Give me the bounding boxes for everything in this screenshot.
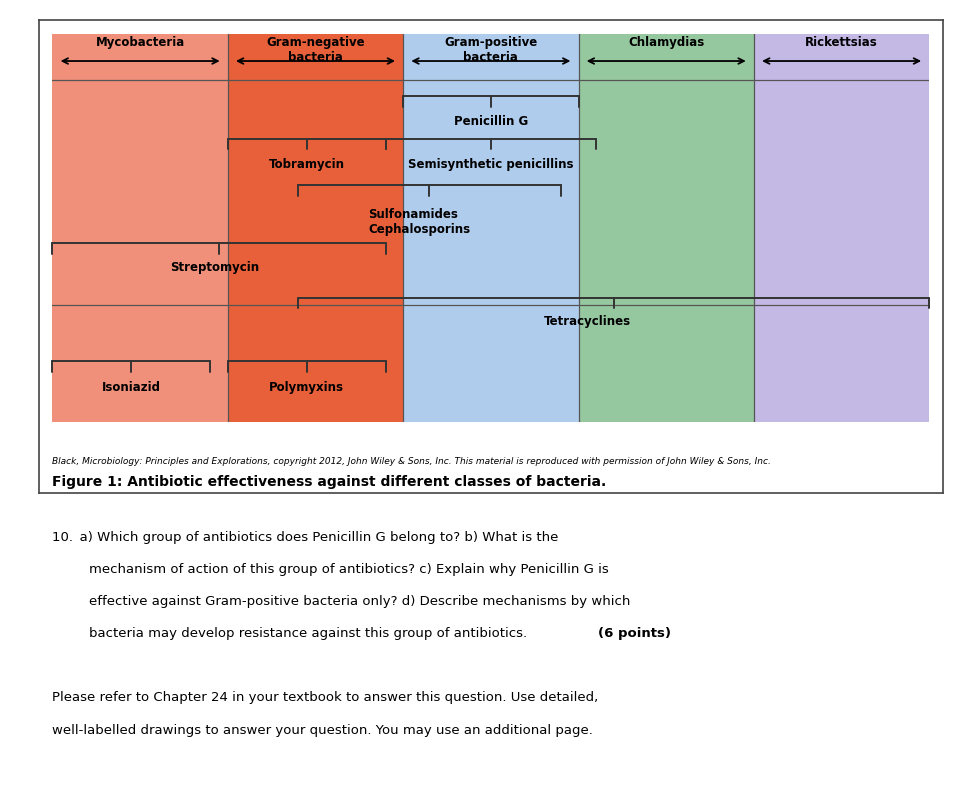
Text: Gram-negative
bacteria: Gram-negative bacteria [266, 35, 364, 64]
Text: Rickettsias: Rickettsias [805, 35, 878, 49]
Text: Penicillin G: Penicillin G [454, 115, 528, 128]
Text: Sulfonamides
Cephalosporins: Sulfonamides Cephalosporins [368, 208, 470, 236]
Bar [227, 34, 403, 422]
Text: Chlamydias: Chlamydias [628, 35, 705, 49]
Bar [52, 34, 227, 422]
Text: 10. a) Which group of antibiotics does Penicillin G belong to? b) What is the: 10. a) Which group of antibiotics does P… [52, 530, 559, 544]
Text: Gram-positive
bacteria: Gram-positive bacteria [444, 35, 538, 64]
Text: bacteria may develop resistance against this group of antibiotics.: bacteria may develop resistance against … [88, 627, 531, 640]
Text: well-labelled drawings to answer your question. You may use an additional page.: well-labelled drawings to answer your qu… [52, 723, 593, 737]
Text: mechanism of action of this group of antibiotics? c) Explain why Penicillin G is: mechanism of action of this group of ant… [88, 563, 608, 576]
Bar [754, 34, 929, 422]
Text: Figure 1: Antibiotic effectiveness against different classes of bacteria.: Figure 1: Antibiotic effectiveness again… [52, 474, 607, 489]
Text: Isoniazid: Isoniazid [102, 381, 160, 394]
Text: Polymyxins: Polymyxins [269, 381, 344, 394]
Text: (6 points): (6 points) [598, 627, 671, 640]
Bar [403, 34, 578, 422]
Bar [578, 34, 754, 422]
Text: effective against Gram-positive bacteria only? d) Describe mechanisms by which: effective against Gram-positive bacteria… [88, 595, 630, 608]
Text: Mycobacteria: Mycobacteria [95, 35, 185, 49]
Text: Black, Microbiology: Principles and Explorations, copyright 2012, John Wiley & S: Black, Microbiology: Principles and Expl… [52, 458, 772, 466]
Text: Semisynthetic penicillins: Semisynthetic penicillins [408, 158, 573, 171]
Text: Please refer to Chapter 24 in your textbook to answer this question. Use detaile: Please refer to Chapter 24 in your textb… [52, 692, 599, 704]
Text: Tetracyclines: Tetracyclines [543, 315, 631, 328]
Text: Tobramycin: Tobramycin [268, 158, 345, 171]
Text: Streptomycin: Streptomycin [170, 261, 260, 273]
